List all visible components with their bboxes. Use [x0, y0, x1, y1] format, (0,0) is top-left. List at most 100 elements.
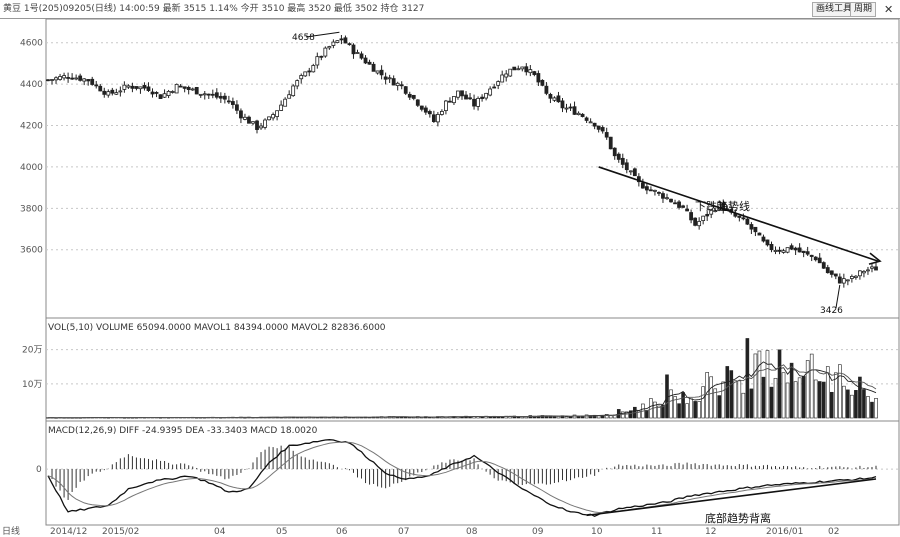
x-tick-label: 12 — [705, 527, 716, 537]
candle-body — [548, 94, 553, 99]
candle-body — [628, 170, 633, 173]
candle-body — [267, 116, 271, 121]
candle-body — [367, 61, 372, 65]
candle-body — [66, 77, 70, 79]
candle-body — [423, 107, 428, 113]
volume-bar — [821, 381, 826, 419]
macd-diff-line — [47, 439, 877, 518]
volume-bar — [689, 398, 693, 419]
close-icon[interactable]: ✕ — [884, 3, 894, 16]
volume-bar — [576, 416, 581, 419]
volume-bar — [721, 381, 726, 419]
candle-body — [608, 136, 613, 150]
volume-tick-label: 10万 — [22, 380, 42, 390]
candle-body — [862, 270, 866, 274]
volume-bar — [685, 403, 689, 419]
candle-body — [440, 110, 444, 115]
candle-body — [528, 69, 533, 74]
candle-body — [793, 247, 798, 251]
volume-bar — [637, 410, 641, 419]
price-tick-label: 4600 — [20, 39, 43, 49]
volume-bar — [809, 353, 814, 419]
candle-body — [226, 100, 231, 103]
candle-body — [247, 116, 251, 124]
candle-body — [170, 91, 175, 93]
divergence-line — [586, 478, 877, 517]
candle-body — [576, 112, 581, 116]
candle-body — [339, 38, 344, 41]
volume-bar — [777, 349, 782, 419]
candle-body — [126, 85, 131, 88]
candle-body — [681, 205, 685, 208]
volume-tick-label: 20万 — [22, 346, 42, 356]
candle-body — [323, 47, 328, 57]
x-tick-label: 02 — [828, 527, 839, 537]
volume-bar — [838, 364, 842, 419]
candle-body — [496, 81, 501, 86]
candle-body — [592, 122, 597, 127]
macd-panel: 0 日线 2014/12 2015/02 04 05 06 07 08 09 10 11 12 2016/… — [2, 439, 899, 537]
candle-body — [230, 101, 235, 105]
volume-bar — [765, 350, 770, 419]
volume-bar — [829, 391, 834, 419]
candle-body — [544, 85, 549, 94]
candle-body — [588, 121, 593, 124]
candle-body — [464, 94, 468, 100]
x-tick-label: 07 — [398, 527, 409, 537]
volume-bar — [677, 403, 681, 419]
candle-body — [713, 210, 718, 212]
candle-body — [142, 84, 147, 89]
candle-body — [805, 251, 810, 255]
candle-body — [106, 91, 111, 96]
candle-body — [122, 84, 127, 90]
candle-body — [717, 201, 722, 211]
candle-body — [279, 104, 284, 111]
candle-body — [456, 90, 460, 98]
volume-bar — [793, 381, 798, 419]
volume-bar — [552, 416, 557, 419]
candle-body — [182, 86, 187, 89]
candle-body — [749, 224, 754, 230]
candle-body — [419, 105, 424, 110]
volume-bar — [661, 404, 665, 419]
candle-body — [697, 220, 702, 227]
volume-bar — [496, 416, 500, 419]
volume-bar — [608, 415, 613, 419]
period-button[interactable]: 周期 — [850, 2, 877, 17]
candle-body — [620, 157, 625, 165]
candle-body — [653, 189, 657, 192]
volume-bar — [854, 390, 858, 419]
candle-body — [355, 52, 360, 54]
candle-body — [82, 78, 87, 82]
candle-body — [186, 87, 191, 90]
candle-body — [769, 243, 774, 251]
candle-body — [484, 92, 489, 99]
candle-body — [508, 68, 513, 77]
volume-bar — [781, 372, 786, 419]
candle-body — [134, 86, 139, 89]
volume-bar — [874, 398, 878, 419]
candle-body — [837, 276, 842, 284]
macd-legend: MACD(12,26,9) DIFF -24.9395 DEA -33.3403… — [48, 426, 318, 436]
candle-body — [540, 79, 545, 86]
volume-bar — [757, 350, 762, 419]
candle-body — [86, 79, 91, 82]
candle-body — [737, 215, 742, 218]
candle-body — [214, 92, 219, 98]
candle-body — [319, 55, 324, 58]
candle-body — [331, 41, 336, 46]
candle-body — [431, 114, 436, 122]
candle-body — [580, 113, 585, 117]
low-marker-label: 3426 — [820, 306, 843, 316]
candle-body — [303, 71, 308, 77]
volume-bar — [741, 392, 746, 419]
candle-body — [255, 120, 259, 130]
candle-body — [239, 110, 243, 119]
candle-body — [347, 43, 352, 46]
candle-body — [315, 56, 320, 66]
candle-body — [789, 245, 794, 250]
price-tick-label: 4400 — [20, 80, 43, 90]
volume-bar — [520, 416, 525, 419]
volume-bar — [705, 372, 709, 419]
